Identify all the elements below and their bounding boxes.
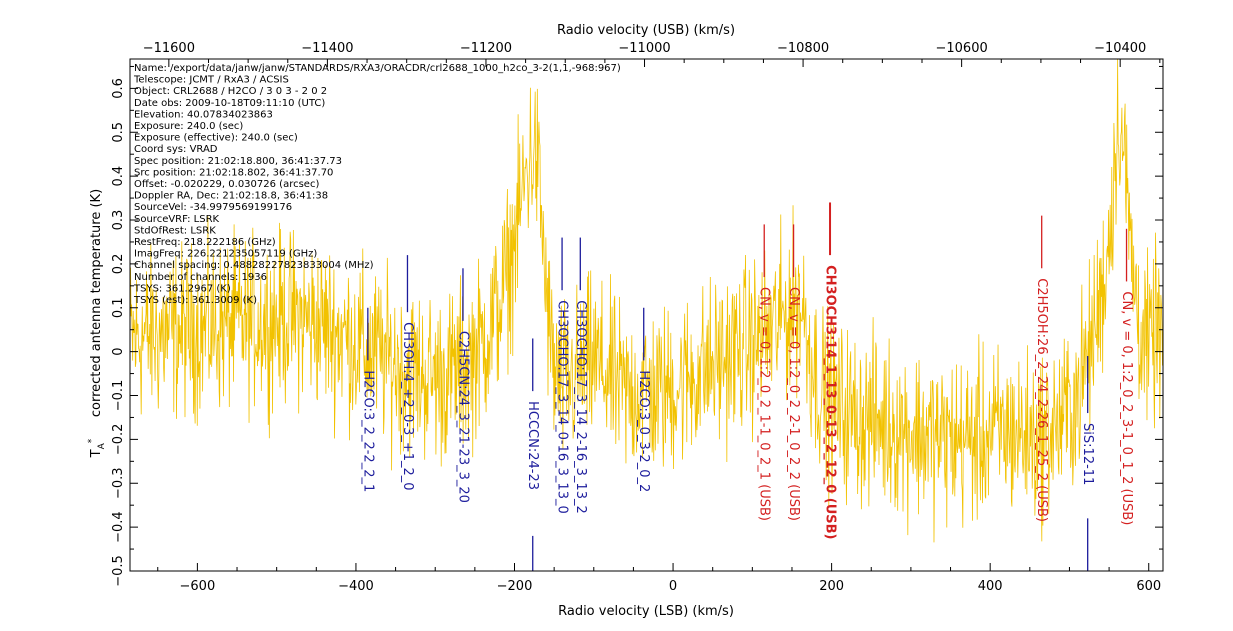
y-tick-label: 0.3 xyxy=(111,210,126,231)
y-tick-label: −0.2 xyxy=(111,424,126,456)
line-label: C2H5CN:24_3_21-23_3_20 xyxy=(455,331,470,503)
top-tick-label: −11200 xyxy=(460,41,512,56)
y-axis-text: corrected antenna temperature (K) xyxy=(89,189,104,417)
info-line: Elevation: 40.07834023863 xyxy=(134,109,273,120)
info-line: Date obs: 2009-10-18T09:11:10 (UTC) xyxy=(134,98,325,109)
x-tick-label: 200 xyxy=(819,579,844,594)
x-tick-label: 600 xyxy=(1136,579,1161,594)
line-label: H2CO:3_0_3-2_0_2 xyxy=(636,370,651,492)
line-label: CH3OH:4_+2_0-3_+1_2_0 xyxy=(400,322,415,490)
info-line: ImagFreq: 226.221235057119 (GHz) xyxy=(134,249,317,260)
line-label: C2H5OH:26_2_24_2-26_1_25_2 (USB) xyxy=(1034,278,1049,522)
spectrum-trace xyxy=(129,58,1164,543)
y-tick-label: 0.2 xyxy=(111,254,126,275)
y-axis-sub: A xyxy=(97,442,107,449)
info-line: RestFreq: 218.222186 (GHz) xyxy=(134,237,276,248)
plot-frame xyxy=(129,58,1164,572)
x-tick-label: −600 xyxy=(180,579,216,594)
top-tick-label: −11400 xyxy=(301,41,353,56)
info-line: Channel spacing: 0.48828227823833004 (MH… xyxy=(134,260,374,271)
axis-ticks: −600 −400 −200 0 200 400 600 −10400 −10600 −10800… xyxy=(111,41,1163,594)
info-line: Offset: -0.020229, 0.030726 (arcsec) xyxy=(134,179,319,190)
y-tick-label: 0.4 xyxy=(111,166,126,187)
line-label: CN, v = 0, 1:2_0_2_2-1_0_2_2 (USB) xyxy=(786,287,801,521)
x-tick-label: 0 xyxy=(669,579,677,594)
info-line: StdOfRest: LSRK xyxy=(134,225,216,236)
x-axis-label-top: Radio velocity (USB) (km/s) xyxy=(557,23,735,38)
spectrum-layer xyxy=(129,58,1164,543)
top-tick-label: −10400 xyxy=(1094,41,1146,56)
info-line: Doppler RA, Dec: 21:02:18.8, 36:41:38 xyxy=(134,191,328,202)
info-line: SourceVel: -34.9979569199176 xyxy=(134,202,292,213)
x-tick-label: −200 xyxy=(497,579,533,594)
top-tick-label: −11600 xyxy=(143,41,195,56)
svg-text:TA*corrected antenna temperatu: TA* corrected antenna temperature (K) xyxy=(87,189,107,458)
y-tick-label: 0.5 xyxy=(111,122,126,143)
info-line: SourceVRF: LSRK xyxy=(134,214,220,225)
info-line: Coord sys: VRAD xyxy=(134,144,218,155)
x-tick-label: −400 xyxy=(338,579,374,594)
line-label: SiS:12-11 xyxy=(1080,423,1095,485)
top-tick-label: −11000 xyxy=(618,41,670,56)
line-markers: H2CO:3_2_2-2_2_1 CH3OH:4_+2_0-3_+1_2_0 C2H… xyxy=(360,202,1134,571)
line-label: H2CO:3_2_2-2_2_1 xyxy=(360,370,375,492)
info-line: Exposure (effective): 240.0 (sec) xyxy=(134,133,298,144)
x-tick-label: 400 xyxy=(978,579,1003,594)
y-tick-label: −0.5 xyxy=(111,555,126,587)
x-axis-label-bottom: Radio velocity (LSB) (km/s) xyxy=(558,604,734,619)
info-block: Name: /export/data/janw/janw/STANDARDS/R… xyxy=(133,63,621,306)
y-axis-symbol: T xyxy=(89,449,104,458)
y-tick-label: −0.1 xyxy=(111,380,126,412)
y-tick-label: 0.6 xyxy=(111,78,126,99)
info-line: Name: /export/data/janw/janw/STANDARDS/R… xyxy=(134,63,621,74)
info-line: Number of channels: 1936 xyxy=(134,272,267,283)
line-label: CN, v = 0, 1:2_0_2_3-1_0_1_2 (USB) xyxy=(1119,291,1134,525)
info-line: Object: CRL2688 / H2CO / 3 0 3 - 2 0 2 xyxy=(134,86,327,97)
line-label: CN, v = 0, 1:2_0_2_1-1_0_2_1 (USB) xyxy=(757,287,772,521)
y-axis-sup: * xyxy=(87,438,97,443)
y-axis-label: TA* corrected antenna temperature (K) xyxy=(87,189,107,458)
info-line: Spec position: 21:02:18.800, 36:41:37.73 xyxy=(134,156,342,167)
line-label: HCCCN:24-23 xyxy=(525,401,540,490)
info-line: TSYS (est): 361.3009 (K) xyxy=(133,295,257,306)
y-tick-label: −0.3 xyxy=(111,467,126,499)
line-label: CH3OCHO:17_3_14_0-16_3_13_0 xyxy=(555,300,570,514)
info-line: Exposure: 240.0 (sec) xyxy=(134,121,243,132)
top-tick-label: −10600 xyxy=(936,41,988,56)
info-line: Src position: 21:02:18.802, 36:41:37.70 xyxy=(134,167,333,178)
info-line: TSYS: 361.2967 (K) xyxy=(133,283,231,294)
line-label: CH3OCH3:14_1_13_0-13_2_12_0 (USB) xyxy=(823,265,838,539)
y-tick-label: 0 xyxy=(111,347,126,355)
line-label: CH3OCHO:17_3_14_2-16_3_13_2 xyxy=(573,300,588,514)
y-tick-label: −0.4 xyxy=(111,511,126,543)
top-tick-label: −10800 xyxy=(777,41,829,56)
info-line: Telescope: JCMT / RxA3 / ACSIS xyxy=(133,75,289,86)
y-tick-label: 0.1 xyxy=(111,297,126,318)
